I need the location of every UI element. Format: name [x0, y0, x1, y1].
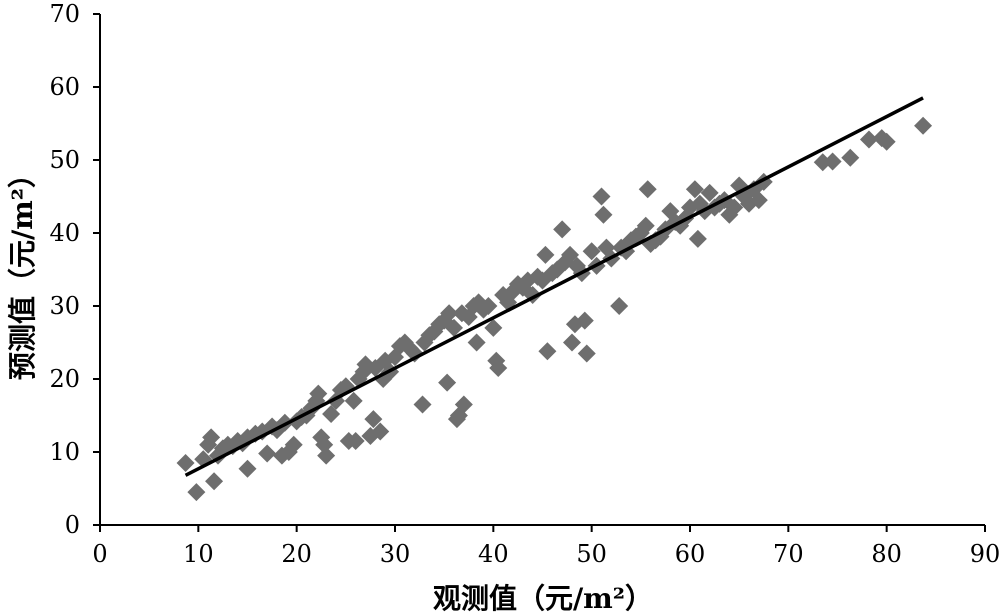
data-point — [309, 384, 328, 403]
y-tick-label: 40 — [49, 219, 80, 247]
x-tick-label: 10 — [183, 540, 214, 568]
data-point — [371, 422, 390, 441]
y-tick-label: 70 — [49, 0, 80, 28]
data-point — [841, 148, 860, 167]
x-tick-label: 0 — [92, 540, 107, 568]
data-point — [284, 435, 303, 454]
data-point — [688, 229, 707, 248]
data-point — [364, 410, 383, 429]
data-point — [823, 152, 842, 171]
data-point — [638, 180, 657, 199]
data-point — [258, 444, 277, 463]
x-tick-label: 50 — [576, 540, 607, 568]
y-tick-label: 50 — [49, 146, 80, 174]
data-point — [877, 132, 896, 151]
data-point — [563, 333, 581, 352]
data-point — [582, 242, 601, 261]
data-point — [914, 116, 933, 135]
data-point — [344, 391, 363, 410]
data-point — [592, 187, 611, 206]
x-tick-label: 30 — [380, 540, 411, 568]
data-point — [859, 130, 878, 149]
data-point — [636, 216, 655, 235]
data-point — [205, 472, 224, 491]
data-point — [440, 304, 459, 323]
data-points — [176, 116, 933, 502]
data-point — [813, 153, 832, 172]
x-tick-label: 40 — [478, 540, 509, 568]
data-point — [479, 297, 498, 315]
y-tick-label: 0 — [65, 511, 80, 539]
x-tick-label: 90 — [970, 540, 1000, 568]
data-point — [594, 205, 613, 224]
x-tick-label: 20 — [281, 540, 312, 568]
data-point — [454, 395, 473, 414]
data-point — [322, 405, 341, 424]
data-point — [577, 344, 596, 363]
data-point — [575, 311, 594, 330]
x-tick-label: 70 — [773, 540, 804, 568]
axes — [99, 14, 985, 526]
data-point — [749, 191, 768, 210]
y-tick-label: 30 — [49, 292, 80, 320]
data-point — [553, 220, 572, 239]
data-point — [438, 373, 457, 392]
data-point — [536, 245, 555, 264]
data-point — [489, 359, 508, 378]
data-point — [538, 342, 557, 361]
trend-line — [184, 96, 924, 477]
data-point — [445, 318, 463, 337]
data-point — [346, 432, 365, 451]
data-point — [202, 428, 221, 447]
x-axis-title: 观测值（元/m²） — [433, 582, 653, 615]
data-point — [413, 395, 432, 414]
data-point — [700, 183, 719, 202]
data-point — [238, 459, 257, 478]
data-point — [187, 483, 206, 502]
x-tick-label: 80 — [871, 540, 902, 568]
y-axis-title: 预测值（元/m²） — [6, 160, 39, 380]
x-tick-label: 60 — [675, 540, 706, 568]
data-point — [685, 180, 704, 199]
y-tick-label: 10 — [49, 438, 80, 466]
data-point — [405, 344, 424, 363]
data-point — [176, 453, 195, 472]
data-point — [467, 333, 486, 352]
data-point — [494, 286, 513, 305]
data-point — [317, 446, 336, 465]
data-point — [725, 198, 744, 217]
y-tick-label: 20 — [49, 365, 80, 393]
data-point — [610, 297, 629, 315]
y-tick-label: 60 — [49, 73, 80, 101]
data-point — [484, 318, 503, 337]
tick-group: 0 10 20 30 40 50 60 70 80 90 0 10 20 30 40 50 60 70 — [49, 0, 1000, 568]
